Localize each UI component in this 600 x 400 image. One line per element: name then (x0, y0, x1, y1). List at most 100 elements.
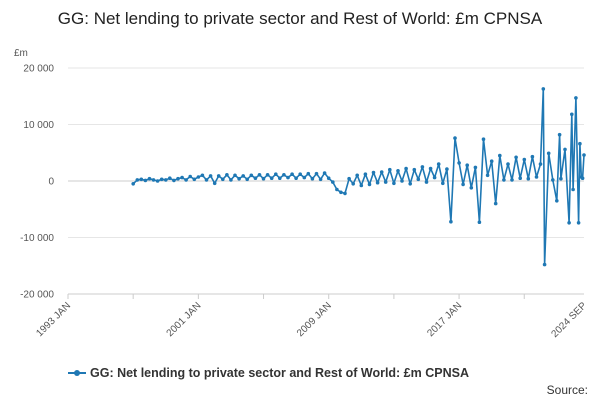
legend[interactable]: GG: Net lending to private sector and Re… (68, 366, 469, 380)
data-point[interactable] (168, 176, 172, 180)
data-point[interactable] (563, 147, 567, 152)
data-point[interactable] (318, 177, 323, 182)
data-point[interactable] (473, 165, 478, 170)
data-point[interactable] (412, 167, 417, 172)
data-point[interactable] (298, 172, 303, 176)
data-point[interactable] (526, 176, 531, 181)
data-point[interactable] (155, 179, 160, 183)
data-point[interactable] (196, 175, 201, 179)
data-point[interactable] (530, 154, 535, 159)
data-point[interactable] (233, 173, 237, 178)
data-point[interactable] (506, 162, 510, 166)
data-point[interactable] (518, 176, 522, 180)
data-point[interactable] (359, 183, 364, 188)
data-point[interactable] (522, 157, 527, 162)
data-point[interactable] (367, 182, 372, 187)
data-point[interactable] (379, 170, 384, 174)
data-point[interactable] (225, 173, 229, 177)
data-point[interactable] (546, 151, 551, 156)
data-point[interactable] (555, 199, 559, 203)
data-point[interactable] (570, 112, 574, 117)
data-point[interactable] (176, 176, 180, 181)
data-point[interactable] (331, 180, 335, 184)
data-point[interactable] (204, 178, 209, 182)
data-point[interactable] (559, 176, 563, 181)
data-point[interactable] (343, 191, 347, 196)
data-point[interactable] (493, 201, 498, 206)
data-point[interactable] (351, 182, 356, 186)
data-point[interactable] (445, 167, 449, 171)
data-point[interactable] (253, 176, 258, 180)
data-point[interactable] (310, 176, 315, 181)
data-point[interactable] (143, 178, 148, 183)
data-point[interactable] (286, 175, 290, 180)
data-point[interactable] (241, 174, 245, 178)
data-point[interactable] (216, 174, 221, 178)
data-point[interactable] (461, 182, 465, 187)
data-point[interactable] (498, 153, 502, 158)
data-point[interactable] (237, 176, 241, 181)
data-point[interactable] (571, 187, 575, 192)
data-point[interactable] (306, 171, 311, 176)
data-point[interactable] (502, 178, 506, 182)
data-point[interactable] (371, 170, 376, 175)
data-point[interactable] (245, 177, 249, 182)
data-point[interactable] (294, 176, 298, 180)
series-line[interactable] (132, 88, 585, 266)
data-point[interactable] (477, 220, 482, 224)
data-point[interactable] (576, 221, 581, 225)
data-point[interactable] (416, 177, 421, 182)
data-point[interactable] (489, 159, 494, 163)
data-point[interactable] (290, 172, 294, 176)
data-point[interactable] (335, 187, 339, 192)
data-point[interactable] (278, 176, 282, 180)
data-point[interactable] (135, 178, 140, 182)
data-point[interactable] (542, 262, 547, 267)
data-point[interactable] (249, 173, 254, 178)
data-point[interactable] (538, 162, 543, 166)
data-point[interactable] (441, 181, 445, 186)
data-point[interactable] (151, 178, 156, 182)
data-point[interactable] (355, 173, 360, 178)
data-point[interactable] (457, 161, 461, 165)
data-point[interactable] (184, 178, 188, 182)
data-point[interactable] (481, 137, 486, 141)
data-point[interactable] (580, 176, 585, 180)
data-point[interactable] (469, 186, 474, 190)
data-point[interactable] (131, 182, 135, 186)
data-point[interactable] (261, 176, 266, 181)
data-point[interactable] (557, 132, 562, 137)
data-point[interactable] (420, 165, 425, 169)
data-point[interactable] (363, 172, 368, 176)
data-point[interactable] (408, 182, 413, 186)
data-point[interactable] (326, 176, 331, 180)
data-point[interactable] (428, 166, 433, 171)
data-point[interactable] (424, 180, 429, 184)
data-point[interactable] (282, 173, 286, 177)
data-point[interactable] (147, 176, 152, 181)
data-point[interactable] (514, 155, 518, 160)
data-point[interactable] (404, 166, 408, 171)
data-point[interactable] (180, 175, 184, 180)
data-point[interactable] (159, 177, 164, 182)
data-point[interactable] (432, 175, 437, 180)
data-point[interactable] (164, 178, 168, 182)
data-point[interactable] (302, 175, 307, 180)
data-point[interactable] (485, 173, 490, 178)
data-point[interactable] (388, 167, 392, 172)
data-point[interactable] (200, 173, 205, 178)
data-point[interactable] (314, 171, 319, 176)
data-point[interactable] (322, 171, 327, 175)
data-point[interactable] (347, 176, 351, 181)
data-point[interactable] (383, 180, 388, 184)
data-point[interactable] (212, 181, 217, 186)
data-point[interactable] (534, 175, 539, 179)
data-point[interactable] (339, 190, 343, 195)
data-point[interactable] (269, 176, 274, 180)
data-point[interactable] (578, 141, 582, 146)
data-point[interactable] (392, 181, 396, 186)
data-point[interactable] (257, 173, 262, 177)
data-point[interactable] (541, 87, 546, 91)
data-point[interactable] (396, 169, 400, 173)
data-point[interactable] (172, 178, 176, 183)
